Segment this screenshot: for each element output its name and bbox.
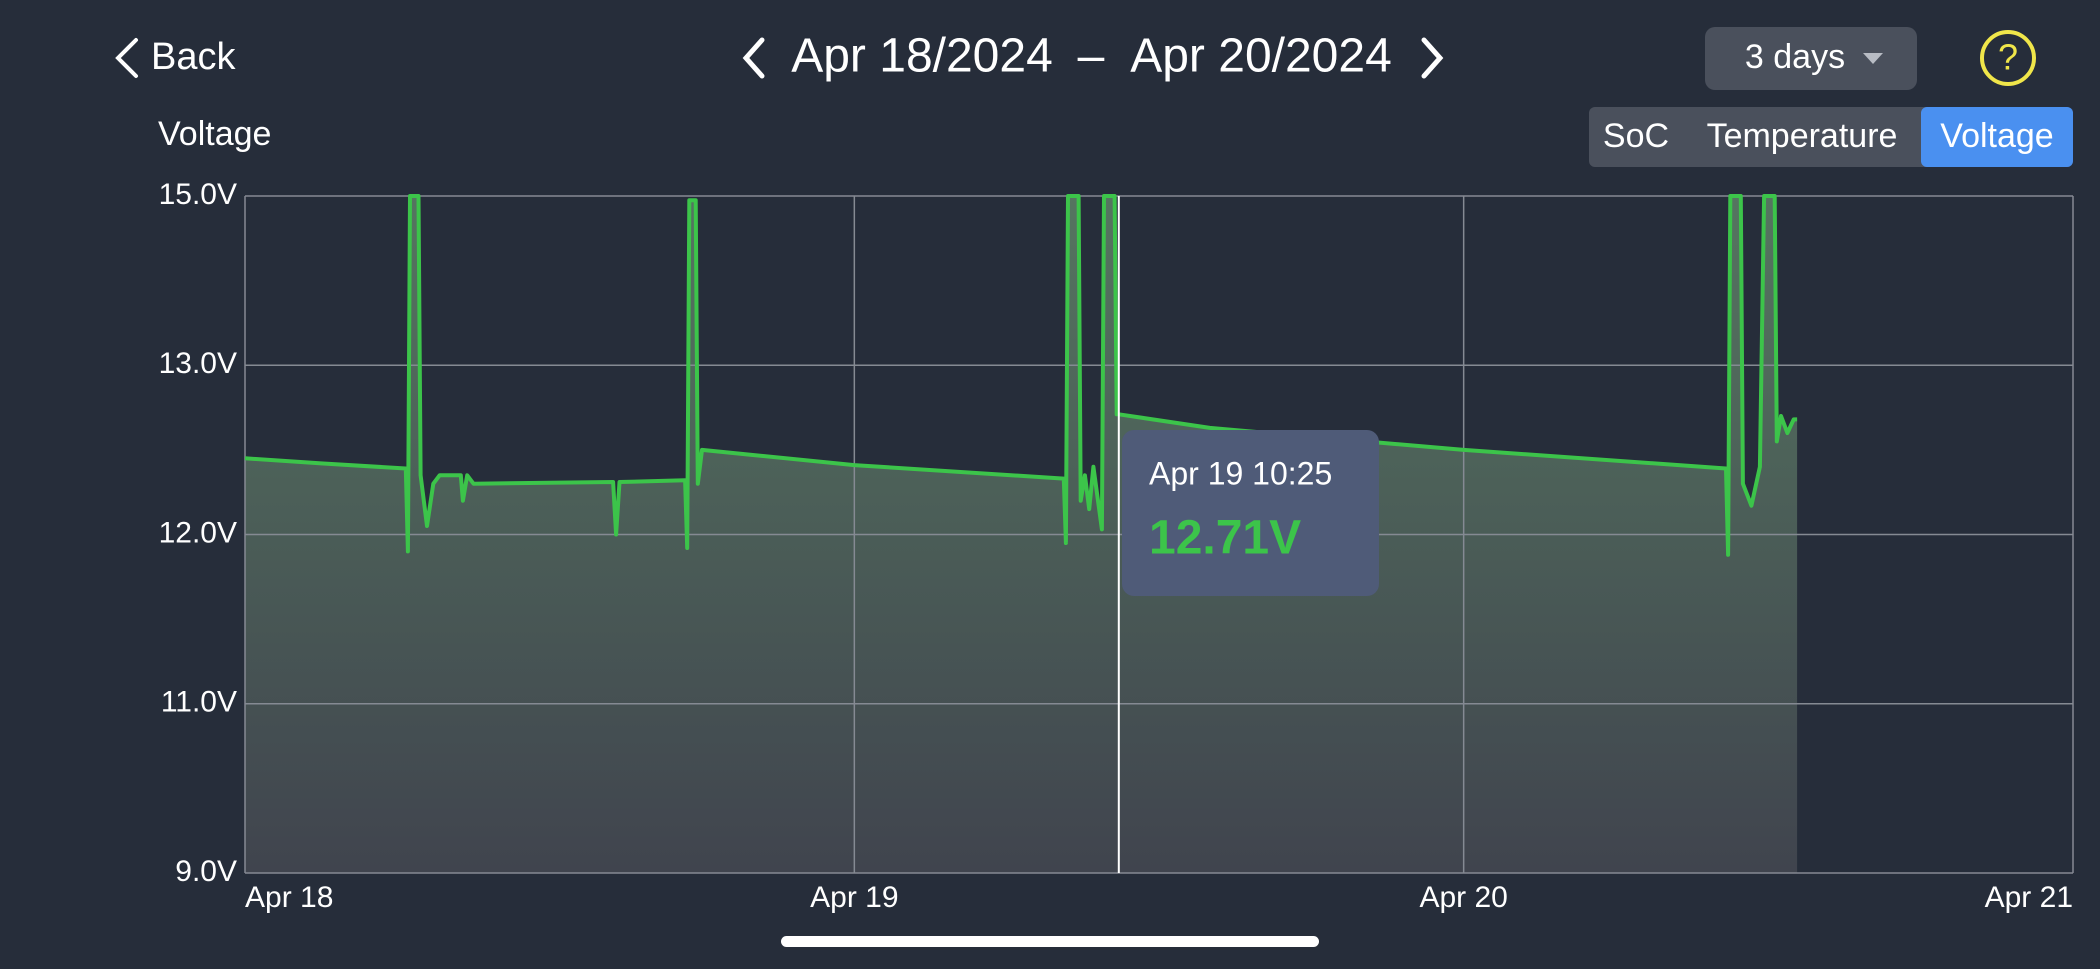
help-button[interactable]: ? [1980,30,2036,86]
range-dropdown[interactable]: 3 days [1705,27,1917,90]
date-start: Apr 18/2024 [791,30,1053,83]
back-label: Back [151,36,236,78]
back-chevron [115,38,138,78]
y-tick-label: 13.0V [159,347,237,380]
next-range[interactable] [1421,37,1444,79]
x-tick-label: Apr 20 [1419,881,1507,914]
tab-active-bg [1921,107,2073,167]
tab-label: Temperature [1707,117,1898,155]
tab-bar: SoC Temperature Voltage [1589,107,2073,167]
tooltip-time: Apr 19 10:25 [1149,455,1332,491]
x-tick-label: Apr 21 [1985,881,2073,914]
x-tick-label: Apr 18 [245,881,333,914]
y-tick-label: 15.0V [159,178,237,211]
voltage-line [244,194,1798,557]
tooltip: Apr 19 10:25 12.71V [1122,430,1379,596]
x-tick-label: Apr 19 [810,881,898,914]
dropdown-bg [1705,27,1917,90]
tab-label: SoC [1603,117,1669,155]
tab[interactable]: SoC [1603,117,1669,155]
home-indicator [781,936,1319,947]
date-separator: – [1078,30,1105,83]
dropdown-label: 3 days [1745,38,1845,76]
date-end: Apr 20/2024 [1130,30,1392,83]
help-icon: ? [1998,37,2018,78]
y-tick-label: 11.0V [161,686,237,719]
back-button[interactable]: Back [115,36,236,78]
y-tick-label: 12.0V [159,516,237,549]
prev-range[interactable] [742,37,765,79]
dropdown-arrow [1863,53,1883,64]
tab-label: Voltage [1940,117,2053,155]
tab[interactable]: Voltage [1921,107,2073,167]
y-axis-label: Voltage [158,115,271,153]
help-circle [1980,30,2036,86]
tooltip-value: 12.71V [1149,512,1301,565]
tooltip-bg [1122,430,1379,596]
plot: 9.0V 11.0V 12.0V 13.0V 15.0V Apr 18 Apr 19 Apr … [159,178,2074,914]
y-tick-label: 9.0V [175,855,237,888]
tab[interactable]: Temperature [1707,117,1898,155]
